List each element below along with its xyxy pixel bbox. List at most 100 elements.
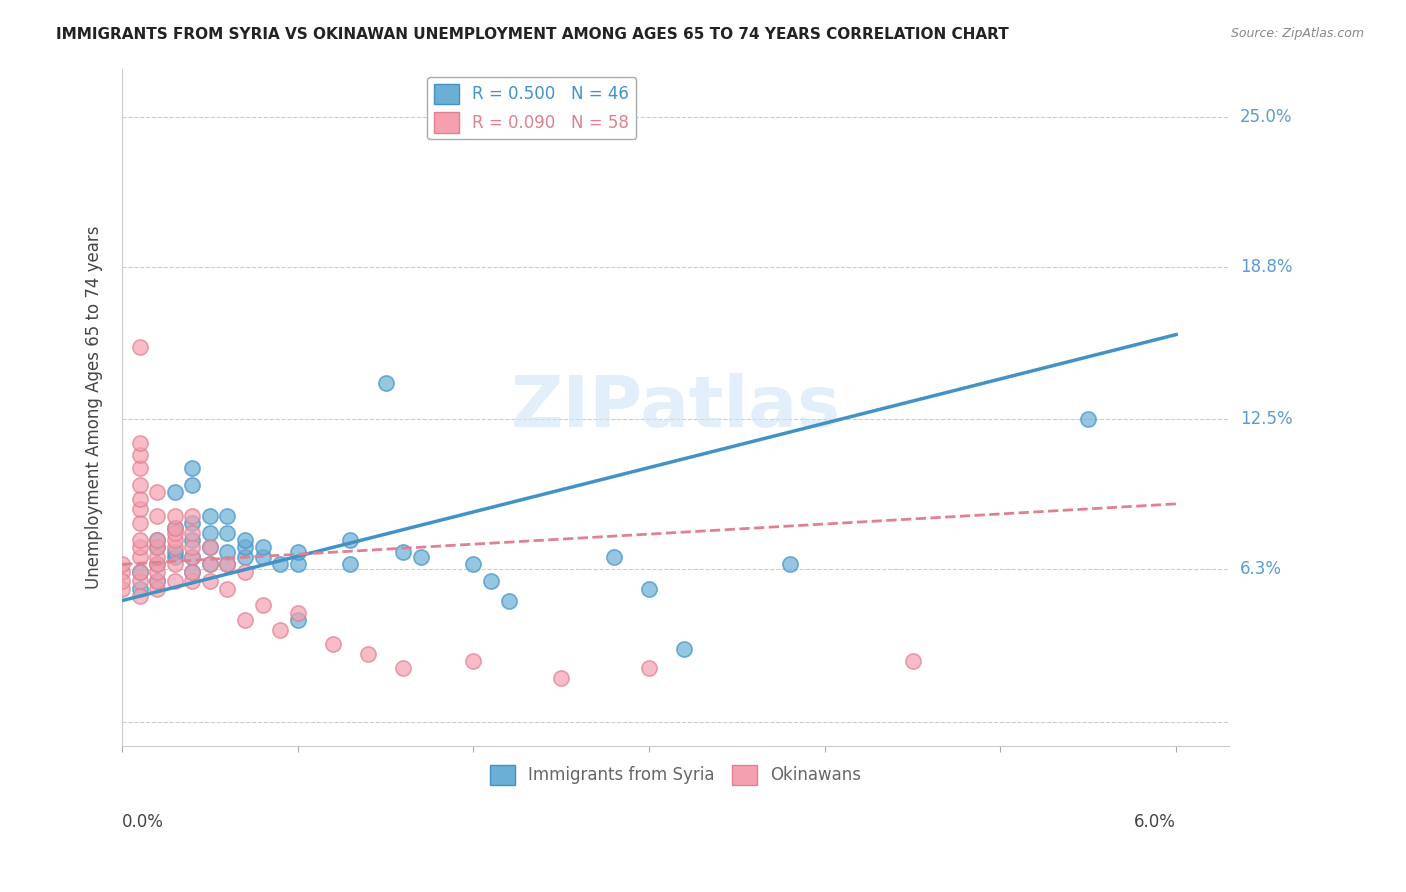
Point (463, 654, 485, 668)
Point (163, 550, 186, 565)
Point (374, 376, 396, 390)
Point (498, 593, 520, 607)
Point (198, 508, 221, 523)
Point (287, 606, 309, 620)
Text: 25.0%: 25.0% (1240, 108, 1292, 126)
Point (181, 565, 204, 579)
Point (233, 565, 256, 579)
Point (181, 508, 204, 523)
Point (128, 449, 150, 463)
Point (339, 558, 361, 572)
Point (163, 484, 186, 499)
Text: 6.0%: 6.0% (1135, 814, 1177, 831)
Point (463, 558, 485, 572)
Text: IMMIGRANTS FROM SYRIA VS OKINAWAN UNEMPLOYMENT AMONG AGES 65 TO 74 YEARS CORRELA: IMMIGRANTS FROM SYRIA VS OKINAWAN UNEMPL… (56, 27, 1010, 42)
Point (146, 508, 169, 523)
Text: 18.8%: 18.8% (1240, 258, 1292, 276)
Point (233, 613, 256, 627)
Point (217, 545, 239, 559)
Point (392, 661, 415, 675)
Legend: Immigrants from Syria, Okinawans: Immigrants from Syria, Okinawans (484, 758, 868, 791)
Point (479, 574, 502, 589)
Point (901, 654, 924, 668)
Y-axis label: Unemployment Among Ages 65 to 74 years: Unemployment Among Ages 65 to 74 years (86, 226, 103, 589)
Point (287, 545, 309, 559)
Point (287, 613, 309, 627)
Point (163, 574, 186, 589)
Point (181, 541, 204, 555)
Text: 12.5%: 12.5% (1240, 410, 1292, 428)
Point (233, 541, 256, 555)
Point (181, 533, 204, 548)
Point (392, 545, 415, 559)
Point (198, 574, 221, 589)
Point (217, 582, 239, 596)
Point (146, 558, 169, 572)
Point (269, 558, 291, 572)
Point (146, 541, 169, 555)
Point (146, 484, 169, 499)
Text: 6.3%: 6.3% (1240, 560, 1282, 578)
Point (146, 582, 169, 596)
Point (111, 565, 134, 579)
Point (146, 533, 169, 548)
Point (287, 558, 309, 572)
Point (111, 582, 134, 596)
Point (146, 574, 169, 589)
Point (269, 623, 291, 637)
Point (779, 558, 801, 572)
Point (181, 550, 204, 565)
Point (146, 558, 169, 572)
Text: Source: ZipAtlas.com: Source: ZipAtlas.com (1230, 27, 1364, 40)
Point (181, 477, 204, 491)
Point (128, 565, 150, 579)
Point (339, 533, 361, 548)
Point (198, 558, 221, 572)
Point (550, 671, 572, 685)
Point (198, 558, 221, 572)
Point (638, 582, 661, 596)
Point (146, 550, 169, 565)
Text: ZIPatlas: ZIPatlas (510, 373, 841, 442)
Point (128, 550, 150, 565)
Point (163, 508, 186, 523)
Point (181, 460, 204, 475)
Point (128, 565, 150, 579)
Point (128, 460, 150, 475)
Point (217, 558, 239, 572)
Point (128, 582, 150, 596)
Point (181, 574, 204, 589)
Point (128, 436, 150, 450)
Point (128, 491, 150, 506)
Point (252, 541, 274, 555)
Point (673, 642, 696, 657)
Point (233, 550, 256, 565)
Point (357, 647, 380, 661)
Point (638, 661, 661, 675)
Point (252, 599, 274, 613)
Point (198, 541, 221, 555)
Point (128, 574, 150, 589)
Point (181, 516, 204, 531)
Point (233, 533, 256, 548)
Point (128, 340, 150, 354)
Point (128, 477, 150, 491)
Point (603, 550, 626, 565)
Point (181, 525, 204, 540)
Point (198, 541, 221, 555)
Point (128, 533, 150, 548)
Point (217, 508, 239, 523)
Point (146, 565, 169, 579)
Point (322, 637, 344, 651)
Point (111, 574, 134, 589)
Point (128, 516, 150, 531)
Point (111, 558, 134, 572)
Point (146, 541, 169, 555)
Point (128, 501, 150, 516)
Point (1077, 412, 1099, 426)
Point (163, 541, 186, 555)
Point (217, 558, 239, 572)
Point (163, 558, 186, 572)
Point (163, 533, 186, 548)
Point (181, 565, 204, 579)
